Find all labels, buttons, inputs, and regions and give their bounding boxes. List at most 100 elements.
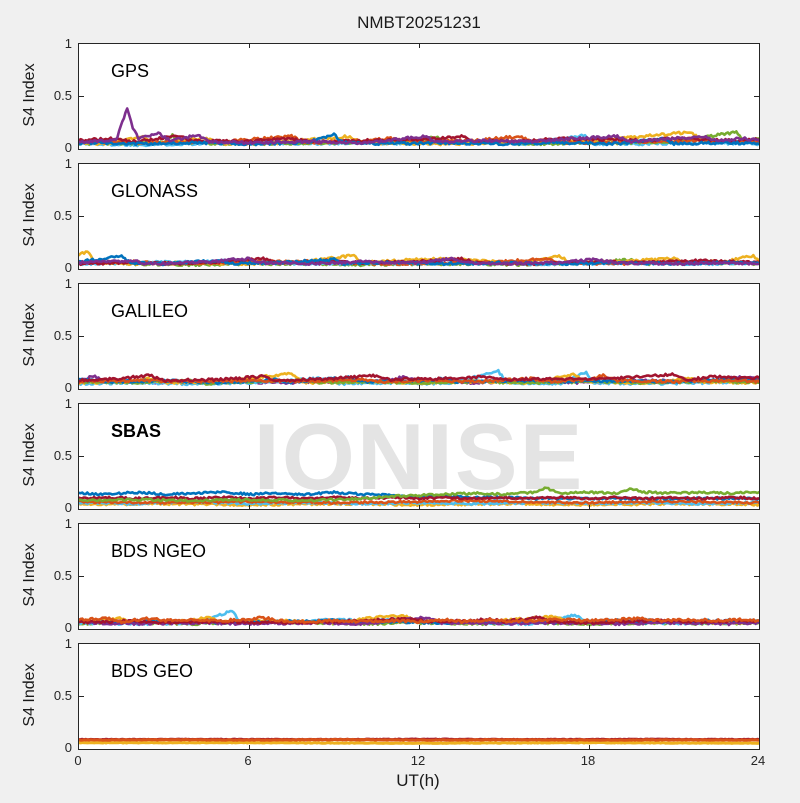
x-tickmark bbox=[588, 625, 590, 629]
y-tick-label: 0.5 bbox=[53, 568, 72, 583]
x-tickmark bbox=[418, 745, 420, 749]
series-orange bbox=[79, 615, 759, 625]
y-tickmark bbox=[79, 576, 84, 577]
panel-label-galileo: GALILEO bbox=[111, 301, 189, 321]
y-tick-label: 0 bbox=[64, 740, 72, 755]
x-tickmark bbox=[248, 745, 250, 749]
x-tickmark bbox=[588, 164, 590, 168]
panel-sbas: S4 Index 1 0.5 0 IONISE SBAS bbox=[0, 396, 800, 515]
x-tickmark bbox=[418, 644, 420, 648]
x-tick-label: 0 bbox=[74, 753, 82, 768]
x-tickmark bbox=[588, 284, 590, 288]
bds-ngeo-traces bbox=[79, 609, 759, 627]
x-tick-label: 6 bbox=[244, 753, 252, 768]
series-darkred bbox=[79, 372, 759, 383]
y-tickmark bbox=[754, 696, 759, 697]
x-tickmark bbox=[418, 145, 420, 149]
plot-area-gps: GPS bbox=[78, 43, 760, 150]
panel-gps: S4 Index 1 0.5 0 GPS bbox=[0, 36, 800, 155]
plot-area-bds-ngeo: BDS NGEO bbox=[78, 523, 760, 630]
plot-area-bds-geo: BDS GEO bbox=[78, 643, 760, 750]
x-tickmark bbox=[248, 164, 250, 168]
gps-traces bbox=[79, 107, 759, 148]
plot-area-sbas: IONISE SBAS bbox=[78, 403, 760, 510]
x-tickmark bbox=[418, 404, 420, 408]
series-orange bbox=[79, 737, 759, 742]
x-tickmark bbox=[588, 524, 590, 528]
panel-label-bds-ngeo: BDS NGEO bbox=[111, 541, 207, 561]
x-tickmark bbox=[418, 385, 420, 389]
x-tickmark bbox=[588, 404, 590, 408]
x-tickmark bbox=[248, 265, 250, 269]
x-tick-label: 24 bbox=[750, 753, 766, 768]
panel-label-bds-geo: BDS GEO bbox=[111, 661, 194, 681]
figure-title: NMBT20251231 bbox=[357, 13, 481, 32]
x-tickmark bbox=[418, 164, 420, 168]
x-tickmark bbox=[248, 44, 250, 48]
series-purple bbox=[79, 256, 759, 267]
y-tick-label: 0 bbox=[64, 380, 72, 395]
x-tickmark bbox=[418, 44, 420, 48]
x-tickmark bbox=[588, 644, 590, 648]
glonass-traces bbox=[79, 250, 759, 268]
y-axis-label: S4 Index bbox=[21, 663, 38, 727]
x-tickmark bbox=[248, 404, 250, 408]
x-tickmark bbox=[588, 145, 590, 149]
series-darkred bbox=[79, 615, 759, 626]
y-tick-label: 0.5 bbox=[53, 328, 72, 343]
panel-bds-ngeo: S4 Index 1 0.5 0 BDS NGEO bbox=[0, 516, 800, 635]
panel-label-sbas: SBAS bbox=[111, 421, 162, 441]
y-tick-label: 1 bbox=[64, 276, 72, 291]
y-tick-label: 0.5 bbox=[53, 208, 72, 223]
y-tick-label: 0 bbox=[64, 260, 72, 275]
y-tickmark bbox=[754, 456, 759, 457]
x-tickmark bbox=[248, 524, 250, 528]
x-tickmark bbox=[418, 265, 420, 269]
y-axis-label: S4 Index bbox=[21, 183, 38, 247]
panel-label-gps: GPS bbox=[111, 61, 150, 81]
x-tick-label: 18 bbox=[580, 753, 596, 768]
y-tickmark bbox=[79, 456, 84, 457]
y-tickmark bbox=[79, 216, 84, 217]
y-tick-label: 0 bbox=[64, 620, 72, 635]
sbas-traces bbox=[79, 486, 759, 508]
y-tickmark bbox=[79, 336, 84, 337]
panel-bds-geo: S4 Index 1 0.5 0 BDS GEO 0 6 12 18 24 UT… bbox=[0, 636, 800, 803]
series-green bbox=[79, 486, 759, 503]
plot-area-glonass: GLONASS bbox=[78, 163, 760, 270]
y-tick-label: 1 bbox=[64, 156, 72, 171]
galileo-traces bbox=[79, 368, 759, 387]
x-tick-label: 12 bbox=[410, 753, 426, 768]
series-orange bbox=[79, 373, 759, 385]
y-axis-label: S4 Index bbox=[21, 543, 38, 607]
y-tickmark bbox=[79, 696, 84, 697]
x-tickmark bbox=[588, 265, 590, 269]
x-axis-label: UT(h) bbox=[396, 771, 440, 790]
y-tickmark bbox=[754, 576, 759, 577]
series-purple bbox=[79, 107, 759, 146]
y-axis-label: S4 Index bbox=[21, 63, 38, 127]
x-tickmark bbox=[588, 44, 590, 48]
y-tickmark bbox=[79, 96, 84, 97]
x-tickmark bbox=[588, 505, 590, 509]
y-tick-label: 0.5 bbox=[53, 688, 72, 703]
panel-label-glonass: GLONASS bbox=[111, 181, 199, 201]
x-tickmark bbox=[248, 644, 250, 648]
series-darkred bbox=[79, 495, 759, 501]
y-tick-label: 1 bbox=[64, 36, 72, 51]
x-tickmark bbox=[418, 524, 420, 528]
x-tickmark bbox=[418, 505, 420, 509]
y-tick-label: 1 bbox=[64, 396, 72, 411]
x-tickmark bbox=[248, 145, 250, 149]
y-axis-label: S4 Index bbox=[21, 423, 38, 487]
panel-galileo: S4 Index 1 0.5 0 GALILEO bbox=[0, 276, 800, 395]
x-tickmark bbox=[248, 385, 250, 389]
y-tick-label: 1 bbox=[64, 516, 72, 531]
y-tickmark bbox=[754, 336, 759, 337]
panel-glonass: S4 Index 1 0.5 0 GLONASS bbox=[0, 156, 800, 275]
y-axis-label: S4 Index bbox=[21, 303, 38, 367]
x-tickmark bbox=[248, 505, 250, 509]
x-tickmark bbox=[248, 284, 250, 288]
x-tickmark bbox=[418, 284, 420, 288]
